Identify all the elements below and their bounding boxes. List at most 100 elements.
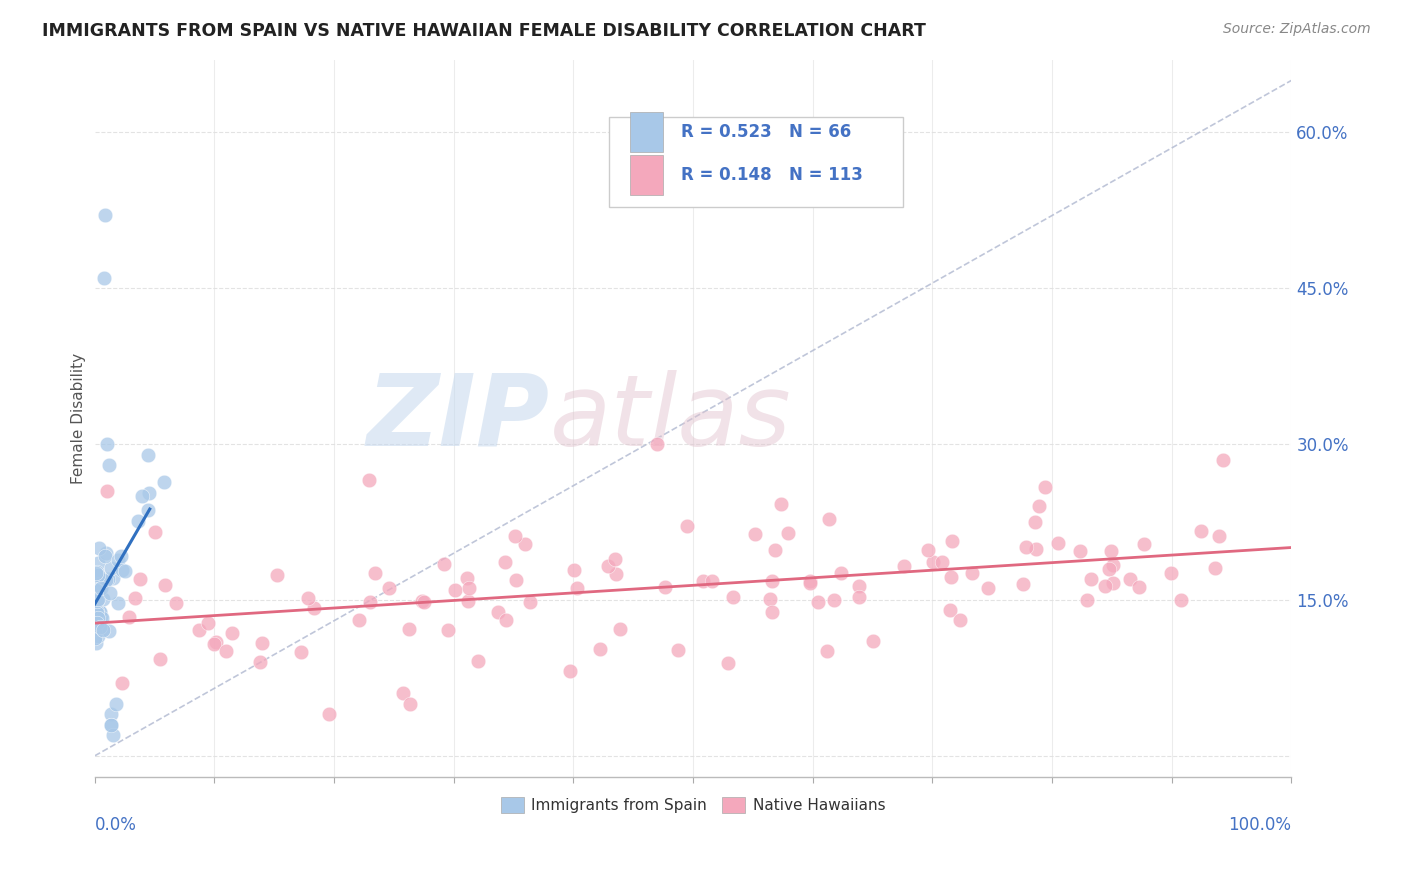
Point	[776, 525, 799, 540]
Point	[359, 474, 381, 488]
Point	[589, 641, 612, 656]
Point	[433, 557, 456, 571]
Point	[249, 655, 271, 669]
Point	[941, 570, 963, 584]
Point	[562, 564, 585, 578]
Point	[654, 581, 676, 595]
Text: Source: ZipAtlas.com: Source: ZipAtlas.com	[1223, 22, 1371, 37]
Point	[87, 541, 110, 555]
Point	[96, 573, 118, 587]
Point	[1098, 562, 1121, 576]
Point	[513, 537, 536, 551]
Legend: Immigrants from Spain, Native Hawaiians: Immigrants from Spain, Native Hawaiians	[495, 791, 891, 819]
Point	[94, 209, 117, 223]
Point	[98, 586, 121, 600]
Point	[848, 579, 870, 593]
Point	[87, 557, 110, 571]
Point	[86, 565, 108, 579]
Point	[87, 629, 110, 643]
Point	[769, 497, 792, 511]
Point	[818, 512, 841, 526]
Point	[90, 611, 112, 625]
Point	[1076, 593, 1098, 607]
Point	[86, 616, 108, 631]
Point	[84, 589, 107, 603]
Point	[457, 581, 479, 595]
Point	[86, 594, 108, 608]
Point	[98, 458, 121, 472]
Point	[960, 566, 983, 581]
Point	[84, 566, 107, 581]
Point	[127, 514, 149, 528]
Text: N = 66: N = 66	[789, 123, 851, 141]
Point	[1033, 480, 1056, 494]
Point	[893, 558, 915, 573]
Text: 0.0%: 0.0%	[94, 816, 136, 834]
Point	[1069, 543, 1091, 558]
Point	[91, 623, 114, 637]
Point	[100, 717, 122, 731]
Point	[87, 584, 110, 599]
Text: IMMIGRANTS FROM SPAIN VS NATIVE HAWAIIAN FEMALE DISABILITY CORRELATION CHART: IMMIGRANTS FROM SPAIN VS NATIVE HAWAIIAN…	[42, 22, 927, 40]
Point	[444, 582, 467, 597]
Point	[349, 613, 371, 627]
FancyBboxPatch shape	[630, 155, 664, 194]
Point	[153, 475, 176, 490]
Point	[84, 631, 107, 645]
Point	[84, 636, 107, 650]
Point	[495, 613, 517, 627]
Point	[666, 643, 689, 657]
Point	[86, 602, 108, 616]
Point	[761, 605, 783, 619]
Point	[609, 622, 631, 636]
Point	[744, 527, 766, 541]
Point	[266, 567, 288, 582]
Point	[567, 581, 589, 595]
Point	[87, 611, 110, 625]
Point	[84, 582, 107, 597]
Point	[91, 622, 114, 636]
Point	[87, 604, 110, 618]
Point	[128, 572, 150, 586]
Point	[87, 584, 110, 599]
Point	[94, 549, 117, 563]
Point	[921, 555, 943, 569]
Point	[399, 697, 422, 711]
Point	[87, 568, 110, 582]
Point	[938, 603, 960, 617]
Point	[1025, 542, 1047, 557]
Point	[931, 555, 953, 569]
Point	[101, 572, 124, 586]
Text: N = 113: N = 113	[789, 166, 863, 184]
Point	[103, 728, 125, 742]
Text: atlas: atlas	[550, 369, 792, 467]
Point	[717, 656, 740, 670]
Point	[1212, 452, 1234, 467]
Text: 100.0%: 100.0%	[1229, 816, 1292, 834]
Point	[1046, 535, 1069, 549]
Point	[596, 558, 619, 573]
FancyBboxPatch shape	[609, 117, 903, 207]
Point	[98, 624, 121, 638]
Point	[93, 270, 115, 285]
Point	[149, 652, 172, 666]
Point	[104, 697, 127, 711]
Point	[505, 573, 527, 587]
Point	[456, 571, 478, 585]
Point	[1132, 537, 1154, 551]
Point	[723, 590, 745, 604]
Point	[100, 707, 122, 722]
Point	[1080, 572, 1102, 586]
Point	[503, 529, 526, 543]
Point	[1028, 500, 1050, 514]
Point	[131, 489, 153, 503]
Point	[250, 636, 273, 650]
Point	[377, 581, 399, 595]
Point	[96, 483, 118, 498]
Point	[136, 449, 159, 463]
Point	[976, 581, 998, 595]
Point	[86, 604, 108, 618]
Point	[815, 643, 838, 657]
Point	[114, 565, 136, 579]
FancyBboxPatch shape	[630, 112, 664, 152]
